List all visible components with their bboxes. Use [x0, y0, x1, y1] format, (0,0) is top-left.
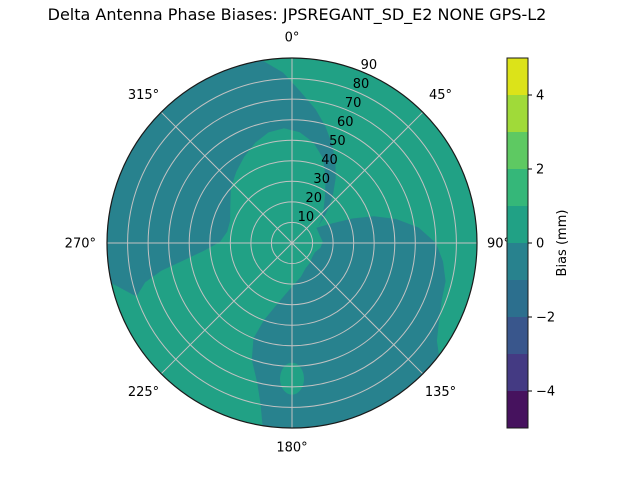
angle-label: 135°: [425, 385, 456, 400]
negative-band-island: [129, 265, 148, 276]
colorbar-segment: [507, 280, 528, 317]
colorbar-segment: [507, 317, 528, 354]
radial-tick-label: 50: [329, 134, 346, 149]
chart-title: Delta Antenna Phase Biases: JPSREGANT_SD…: [47, 5, 547, 24]
radial-tick-label: 60: [337, 115, 354, 130]
colorbar-segment: [507, 391, 528, 428]
radial-tick-label: 80: [353, 77, 370, 92]
radial-tick-label: 90: [361, 58, 378, 73]
grid-spoke: [291, 242, 424, 375]
negative-band-region: [107, 58, 336, 297]
grid-spoke: [160, 242, 293, 375]
grid-spoke: [291, 111, 424, 244]
colorbar-tick-label: 4: [536, 89, 544, 104]
colorbar-segment: [507, 132, 528, 169]
colorbar-segment: [507, 206, 528, 243]
angle-label: 45°: [429, 88, 452, 103]
colorbar-tick-label: 0: [536, 237, 544, 252]
grid-spoke: [160, 111, 293, 244]
colorbar-segment: [507, 58, 528, 95]
colorbar-segment: [507, 354, 528, 391]
radial-tick-label: 30: [313, 172, 330, 187]
colorbar-segment: [507, 95, 528, 132]
angle-label: 225°: [128, 385, 159, 400]
radial-tick-label: 40: [321, 153, 338, 168]
colorbar-segment: [507, 243, 528, 280]
colorbar-tick-label: 2: [536, 163, 544, 178]
colorbar-axis-label: Bias (mm): [555, 210, 570, 277]
angle-label: 0°: [285, 31, 300, 46]
angle-labels: 0° 45° 90° 135° 180° 225° 270° 315°: [65, 31, 510, 456]
polar-grid: [107, 58, 477, 428]
angle-label: 90°: [487, 237, 510, 252]
colorbar-segment: [507, 169, 528, 206]
colorbar: 4 2 0 −2 −4 Bias (mm): [506, 57, 570, 429]
colorbar-tick-label: −4: [536, 385, 555, 400]
angle-label: 270°: [65, 237, 96, 252]
radial-tick-labels: 10 20 30 40 50 60 70 80 90: [298, 58, 378, 225]
angle-label: 180°: [276, 441, 307, 456]
radial-tick-label: 10: [298, 210, 315, 225]
colorbar-tick-label: −2: [536, 311, 555, 326]
radial-tick-label: 70: [345, 96, 362, 111]
angle-label: 315°: [128, 88, 159, 103]
radial-tick-label: 20: [306, 191, 323, 206]
polar-outline: [106, 57, 478, 429]
